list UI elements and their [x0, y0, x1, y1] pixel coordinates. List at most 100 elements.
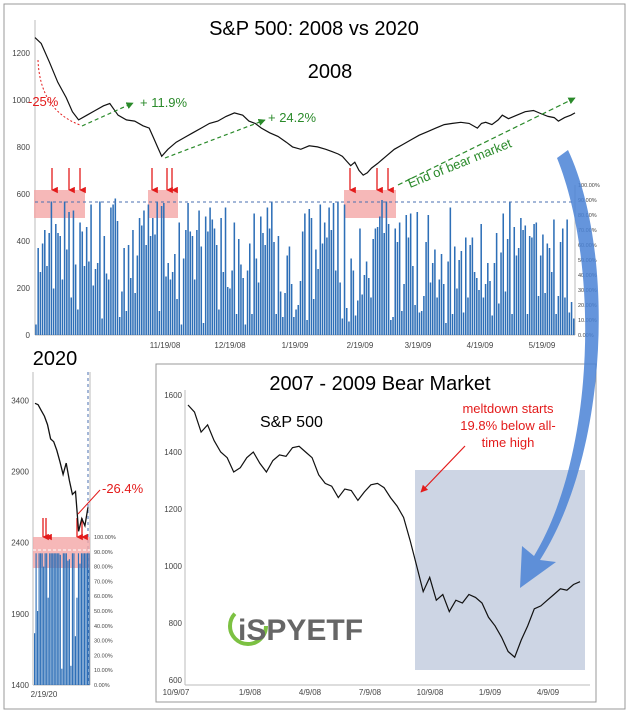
- bar: [41, 243, 44, 335]
- chart-2020: 2020 1400 1900 2400 2900 3400 0.00% 10.00% 20.…: [11, 348, 143, 699]
- bar: [235, 314, 238, 335]
- x-tick-label: 4/9/09: [537, 688, 560, 697]
- line-series-2020: [34, 402, 89, 532]
- bar: [55, 224, 57, 335]
- bar: [121, 291, 123, 335]
- bar: [370, 297, 372, 335]
- bar: [535, 222, 538, 335]
- bar: [189, 231, 192, 335]
- y-tick-label: 400: [17, 237, 31, 246]
- bar: [522, 230, 524, 335]
- bar: [174, 254, 176, 335]
- bar: [515, 255, 518, 335]
- bar: [396, 242, 399, 335]
- bar: [101, 318, 103, 335]
- y2-tick-label: 60.00%: [94, 594, 113, 600]
- logo-swoosh: [228, 606, 268, 646]
- bar: [59, 236, 61, 335]
- bar: [123, 248, 125, 335]
- bar: [478, 290, 480, 335]
- bar: [156, 201, 158, 335]
- bar: [79, 563, 81, 685]
- bar: [476, 278, 478, 335]
- meltdown-arrow: [420, 445, 466, 493]
- bar: [50, 201, 53, 335]
- bar: [110, 207, 112, 335]
- bar: [372, 239, 374, 335]
- bar: [465, 237, 467, 335]
- bar: [334, 270, 337, 335]
- bar: [412, 266, 414, 335]
- bar: [67, 560, 69, 685]
- bar: [414, 305, 416, 335]
- y-tick-label: 3400: [11, 396, 29, 405]
- y-axis-2008: 0 200 400 600 800 1000 1200: [12, 49, 30, 340]
- bar: [53, 553, 55, 685]
- bar: [328, 207, 330, 335]
- bars-2020: [34, 553, 90, 685]
- bar: [354, 315, 357, 335]
- bar: [88, 553, 90, 685]
- bar: [215, 245, 218, 335]
- bar: [500, 252, 502, 335]
- bar: [498, 303, 500, 335]
- annotation-plus-11-9: + 11.9%: [140, 95, 188, 110]
- bar: [471, 237, 474, 335]
- bar: [517, 248, 520, 335]
- bar: [81, 231, 84, 335]
- bar: [180, 324, 183, 335]
- bar: [451, 314, 454, 335]
- bar: [35, 553, 37, 685]
- bar: [136, 255, 139, 335]
- bar: [86, 553, 89, 685]
- bar: [37, 248, 39, 335]
- bar: [504, 291, 507, 335]
- bar: [99, 201, 101, 335]
- bar: [40, 553, 42, 685]
- bar: [376, 227, 379, 335]
- x-tick-label: 10/9/07: [163, 688, 190, 697]
- bar: [103, 236, 106, 335]
- bar: [59, 554, 61, 685]
- y-tick-label: 800: [17, 143, 31, 152]
- y2-tick-label: 40.00%: [94, 624, 113, 630]
- chart-title-2020: 2020: [33, 348, 78, 370]
- bar: [299, 281, 302, 335]
- bar: [365, 261, 368, 335]
- bar: [204, 216, 207, 335]
- red-arrows-2008: [51, 168, 394, 194]
- x-tick-label: 1/19/09: [282, 341, 309, 350]
- bar: [420, 311, 423, 335]
- bar: [442, 284, 445, 335]
- bar: [163, 203, 165, 335]
- bar: [118, 317, 121, 335]
- bar: [196, 230, 198, 335]
- bar: [249, 243, 251, 335]
- bar: [77, 553, 80, 685]
- bar: [202, 323, 205, 335]
- bar: [50, 553, 52, 685]
- bar: [187, 203, 189, 335]
- bar: [288, 246, 291, 335]
- x-tick-label: 7/9/08: [359, 688, 382, 697]
- bar: [352, 270, 355, 335]
- bar: [339, 282, 341, 335]
- bar: [573, 318, 575, 335]
- green-trend-arrow: [81, 102, 134, 127]
- bar: [566, 219, 568, 335]
- bar: [392, 317, 394, 335]
- y-tick-label: 2900: [11, 468, 29, 477]
- annotation-minus-25: -25%: [28, 94, 59, 109]
- bar: [341, 318, 344, 335]
- bar: [469, 245, 471, 335]
- bar: [149, 236, 152, 335]
- bar: [56, 553, 58, 685]
- y2-tick-label: 80.00%: [94, 565, 113, 571]
- bar: [143, 210, 145, 335]
- bar: [68, 559, 70, 685]
- bar: [58, 553, 60, 685]
- annotation-meltdown-3: time high: [482, 435, 535, 450]
- highlight-box: [34, 190, 85, 218]
